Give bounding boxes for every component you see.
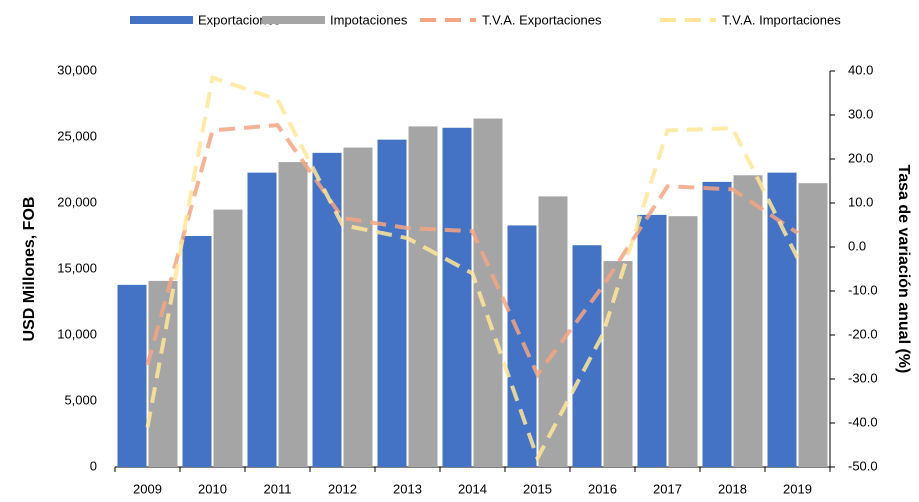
bar [507, 225, 537, 467]
x-tick-label: 2011 [264, 481, 292, 496]
y2-tick-label: -30.0 [848, 370, 878, 385]
legend-label: Exportaciones [198, 12, 281, 27]
y-tick-label: 20,000 [57, 194, 97, 209]
bar [668, 216, 698, 467]
bar [702, 181, 732, 467]
legend-label: T.V.A. Exportaciones [482, 12, 602, 27]
bar [312, 152, 342, 467]
line [145, 123, 799, 379]
y2-tick-label: 20.0 [848, 150, 873, 165]
x-tick-label: 2015 [523, 481, 552, 496]
bar [733, 175, 763, 467]
bar [182, 236, 212, 467]
x-tick-label: 2009 [133, 481, 162, 496]
x-tick-label: 2014 [458, 481, 487, 496]
bar [538, 196, 568, 467]
bar [572, 245, 602, 467]
x-tick-label: 2016 [588, 481, 617, 496]
x-tick-label: 2017 [653, 481, 682, 496]
legend-swatch [262, 16, 325, 24]
bar [117, 284, 147, 467]
legend-swatch [130, 16, 193, 24]
y-tick-label: 10,000 [57, 326, 97, 341]
y2-tick-label: 40.0 [848, 62, 873, 77]
bar [637, 214, 667, 467]
y2-tick-label: -10.0 [848, 282, 878, 297]
y2-tick-label: 10.0 [848, 194, 873, 209]
y-tick-label: 15,000 [57, 260, 97, 275]
y2-tick-label: 0.0 [848, 238, 866, 253]
y-tick-label: 30,000 [57, 62, 97, 77]
x-tick-label: 2013 [393, 481, 422, 496]
bar [377, 139, 407, 467]
y-tick-label: 5,000 [64, 392, 97, 407]
y2-tick-label: 30.0 [848, 106, 873, 121]
x-tick-label: 2019 [783, 481, 812, 496]
bar [798, 183, 828, 467]
legend-label: T.V.A. Importaciones [722, 12, 841, 27]
legend-label: Impotaciones [330, 12, 408, 27]
x-tick-label: 2018 [718, 481, 747, 496]
x-tick-label: 2010 [198, 481, 227, 496]
x-tick-label: 2012 [328, 481, 357, 496]
y2-tick-label: -20.0 [848, 326, 878, 341]
y-tick-label: 25,000 [57, 128, 97, 143]
bar [343, 147, 373, 467]
bar [247, 172, 277, 467]
bar [213, 209, 243, 467]
y-tick-label: 0 [90, 458, 97, 473]
y-axis-title: USD Millones, FOB [21, 197, 38, 342]
y2-tick-label: -50.0 [848, 458, 878, 473]
bar [408, 126, 438, 467]
bar [442, 127, 472, 467]
bar [278, 162, 308, 467]
line [145, 74, 800, 464]
y2-axis-title: Tasa de variación anual (%) [895, 165, 912, 374]
bar [603, 261, 633, 467]
y2-tick-label: -40.0 [848, 414, 878, 429]
